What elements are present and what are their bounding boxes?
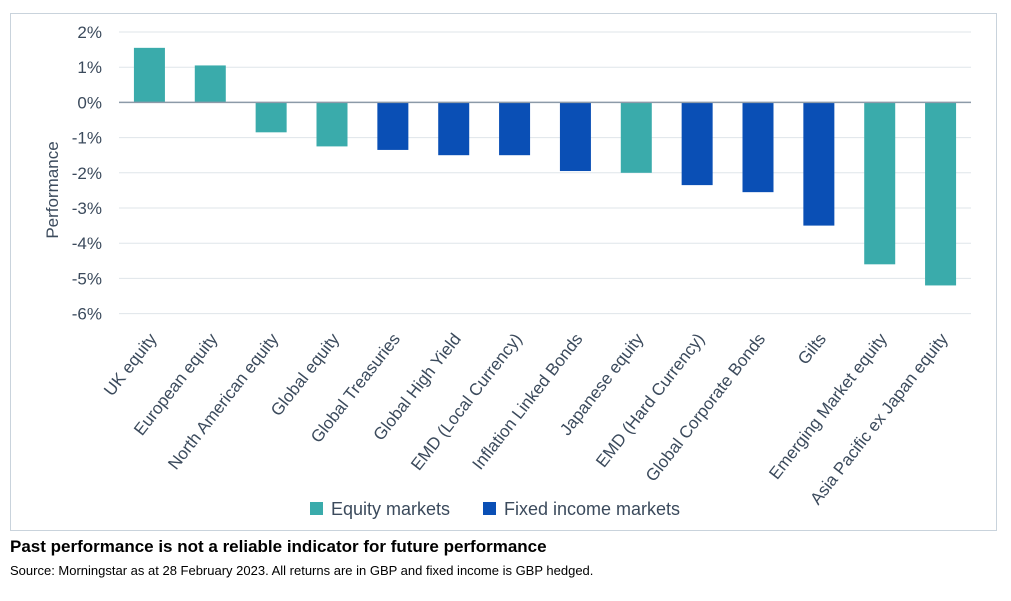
chart-frame: 2% 1% 0% -1% -2% -3% -4% -5% -6% UK equity Europe…: [10, 13, 997, 531]
bar: [438, 102, 470, 156]
y-tick-label: -1%: [72, 129, 102, 148]
legend-label: Equity markets: [331, 499, 450, 519]
category-label: Gilts: [794, 330, 830, 368]
y-tick-label: -2%: [72, 164, 102, 183]
category-label: UK equity: [100, 329, 161, 399]
bar: [681, 102, 713, 186]
category-label: North American equity: [164, 329, 282, 473]
y-axis-ticks: 2% 1% 0% -1% -2% -3% -4% -5% -6%: [72, 23, 102, 324]
category-label: Emerging Market equity: [765, 329, 891, 483]
y-tick-label: -5%: [72, 269, 102, 288]
bar: [133, 47, 165, 103]
legend-swatch: [483, 502, 496, 515]
y-tick-label: -6%: [72, 305, 102, 324]
bar: [864, 102, 896, 265]
y-tick-label: -3%: [72, 199, 102, 218]
gridlines: [119, 31, 971, 315]
category-label: EMD (Hard Currency): [592, 330, 708, 471]
y-tick-label: -4%: [72, 234, 102, 253]
y-axis-title: Performance: [43, 141, 62, 238]
bar: [925, 102, 957, 286]
bar: [316, 102, 348, 147]
disclaimer-text: Past performance is not a reliable indic…: [10, 537, 547, 556]
category-label: EMD (Local Currency): [407, 330, 525, 474]
category-label: Global Corporate Bonds: [642, 330, 769, 485]
legend-swatch: [310, 502, 323, 515]
category-label: Inflation Linked Bonds: [469, 330, 587, 474]
bar: [194, 65, 226, 103]
bar: [255, 102, 287, 133]
y-tick-label: 2%: [77, 23, 102, 42]
bar: [742, 102, 774, 193]
bar: [499, 102, 531, 156]
bar: [377, 102, 409, 150]
bars: [133, 47, 957, 286]
bar: [803, 102, 835, 226]
legend: Equity markets Fixed income markets: [310, 499, 680, 519]
y-tick-label: 1%: [77, 58, 102, 77]
bar: [620, 102, 652, 173]
legend-label: Fixed income markets: [504, 499, 680, 519]
bar-chart: 2% 1% 0% -1% -2% -3% -4% -5% -6% UK equityEurope…: [43, 23, 971, 519]
source-note: Source: Morningstar as at 28 February 20…: [10, 563, 594, 578]
bar: [559, 102, 591, 172]
y-tick-label: 0%: [77, 93, 102, 112]
